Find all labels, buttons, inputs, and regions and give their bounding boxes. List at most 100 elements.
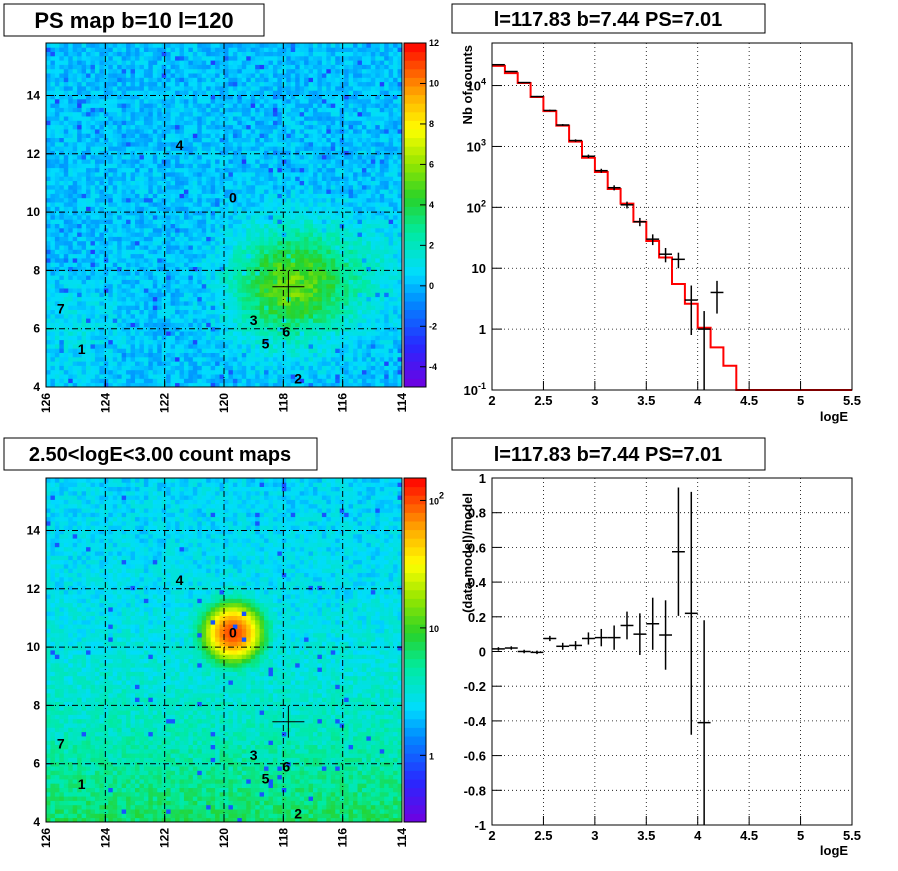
heatmap-cell [54, 197, 60, 203]
heatmap-cell [192, 301, 198, 306]
heatmap-cell [72, 154, 78, 160]
heatmap-cell [272, 266, 278, 272]
heatmap-cell [232, 374, 238, 379]
heatmap-cell [99, 103, 105, 108]
heatmap-cell [59, 322, 65, 328]
heatmap-cell [286, 382, 292, 387]
heatmap-cell [139, 283, 145, 289]
heatmap-cell [299, 365, 305, 371]
heatmap-cell [126, 180, 131, 186]
heatmap-cell [228, 223, 234, 229]
heatmap-cell [201, 180, 207, 186]
heatmap-cell [264, 365, 269, 371]
heatmap-cell [304, 309, 309, 315]
heatmap-cell [68, 382, 74, 387]
heatmap-cell [237, 245, 243, 250]
heatmap-cell [170, 283, 176, 289]
heatmap-cell [175, 382, 180, 387]
heatmap-cell [197, 103, 203, 108]
heatmap-cell [295, 335, 301, 341]
heatmap-cell [157, 270, 163, 276]
heatmap-cell [246, 107, 252, 113]
heatmap-cell [272, 77, 278, 83]
heatmap-cell [219, 288, 225, 293]
heatmap-cell [63, 356, 69, 362]
heatmap-cell [246, 313, 252, 319]
heatmap-cell [99, 331, 105, 336]
heatmap-cell [152, 253, 158, 259]
heatmap-cell [99, 150, 105, 156]
heatmap-cell [148, 356, 154, 362]
heatmap-cell [219, 331, 225, 336]
heatmap-cell [94, 167, 100, 173]
heatmap-cell [219, 68, 225, 74]
heatmap-cell [290, 232, 296, 237]
heatmap-cell [197, 266, 203, 272]
heatmap-cell [255, 283, 260, 289]
heatmap-cell [161, 202, 167, 207]
heatmap-cell [188, 150, 194, 156]
heatmap-cell [81, 137, 87, 143]
heatmap-cell [321, 382, 327, 387]
heatmap-cell [94, 361, 100, 366]
heatmap-cell [143, 283, 149, 289]
heatmap-cell [295, 120, 301, 126]
heatmap-cell [313, 159, 318, 164]
heatmap-cell [228, 202, 234, 207]
heatmap-cell [268, 318, 274, 323]
heatmap-cell [210, 240, 216, 246]
heatmap-cell [175, 197, 180, 203]
heatmap-cell [255, 116, 260, 121]
heatmap-cell [210, 90, 216, 95]
heatmap-cell [81, 215, 87, 220]
heatmap-cell [232, 116, 238, 121]
heatmap-cell [188, 292, 194, 298]
heatmap-cell [241, 90, 247, 95]
heatmap-cell [121, 236, 127, 242]
heatmap-cell [188, 279, 194, 285]
heatmap-cell [148, 55, 154, 61]
heatmap-cell [157, 137, 163, 143]
heatmap-cell [313, 154, 318, 160]
heatmap-cell [50, 210, 56, 216]
heatmap-cell [166, 292, 171, 298]
heatmap-cell [228, 322, 234, 328]
heatmap-cell [90, 266, 96, 272]
heatmap-cell [59, 253, 65, 259]
heatmap-cell [72, 55, 78, 61]
heatmap-cell [277, 339, 283, 345]
heatmap-cell [72, 116, 78, 121]
heatmap-cell [201, 193, 207, 199]
heatmap-cell [304, 129, 309, 134]
heatmap-cell [59, 288, 65, 293]
heatmap-cell [272, 223, 278, 229]
heatmap-cell [63, 335, 69, 341]
heatmap-cell [272, 197, 278, 203]
heatmap-cell [166, 86, 171, 91]
heatmap-cell [197, 55, 203, 61]
heatmap-cell [121, 292, 127, 298]
heatmap-cell [317, 77, 323, 83]
heatmap-cell [72, 81, 78, 87]
heatmap-cell [299, 210, 305, 216]
heatmap-cell [77, 206, 82, 212]
heatmap-cell [272, 189, 278, 194]
heatmap-cell [50, 249, 56, 255]
heatmap-cell [108, 116, 114, 121]
heatmap-cell [108, 344, 114, 349]
heatmap-cell [108, 236, 114, 242]
heatmap-cell [224, 318, 229, 323]
heatmap-cell [54, 219, 60, 224]
heatmap-cell [272, 283, 278, 289]
heatmap-cell [237, 73, 243, 78]
heatmap-cell [290, 150, 296, 156]
heatmap-cell [215, 210, 220, 216]
heatmap-cell [117, 210, 123, 216]
heatmap-cell [241, 51, 247, 57]
heatmap-cell [268, 154, 274, 160]
heatmap-cell [313, 210, 318, 216]
heatmap-cell [321, 335, 327, 341]
heatmap-cell [286, 374, 292, 379]
heatmap-cell [157, 318, 163, 323]
heatmap-cell [219, 210, 225, 216]
